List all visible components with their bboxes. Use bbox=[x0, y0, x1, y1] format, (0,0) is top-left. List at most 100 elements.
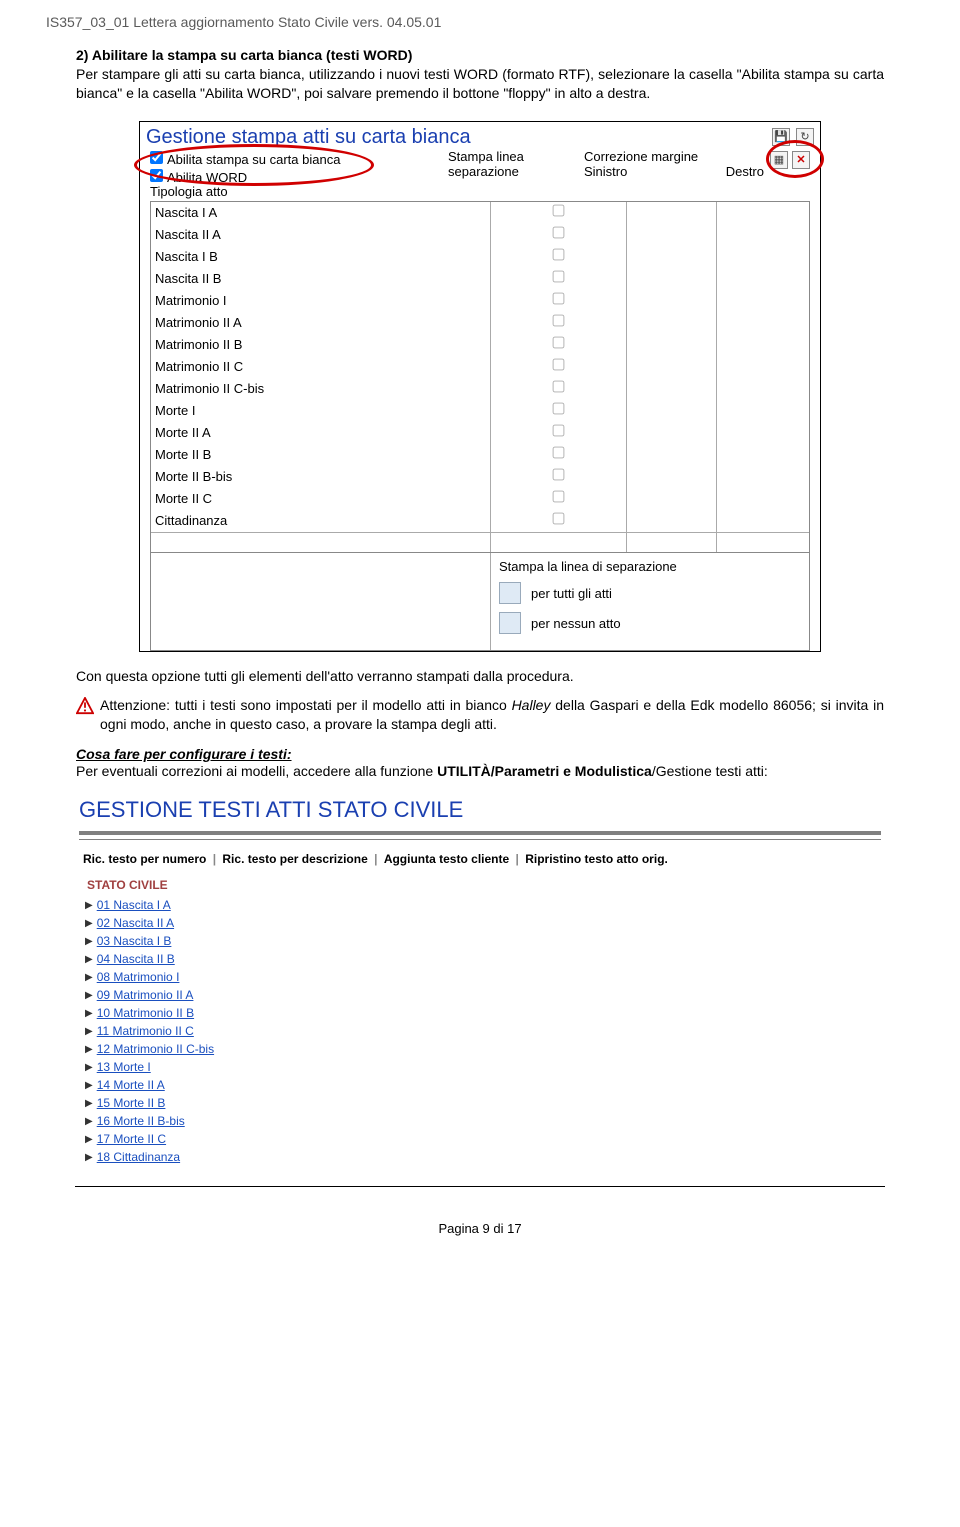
paragraph-1: 2) Abilitare la stampa su carta bianca (… bbox=[76, 46, 884, 103]
row-sin[interactable] bbox=[627, 356, 717, 378]
row-dx[interactable] bbox=[717, 400, 807, 422]
list-item[interactable]: ▶17 Morte II C bbox=[85, 1130, 881, 1148]
row-sin[interactable] bbox=[627, 422, 717, 444]
row-chk[interactable] bbox=[491, 466, 627, 488]
list-item[interactable]: ▶04 Nascita II B bbox=[85, 950, 881, 968]
row-dx[interactable] bbox=[717, 488, 807, 510]
footer-hdr: Stampa la linea di separazione bbox=[499, 559, 801, 574]
row-dx[interactable] bbox=[717, 444, 807, 466]
link-text: 11 Matrimonio II C bbox=[97, 1022, 194, 1040]
row-sin[interactable] bbox=[627, 268, 717, 290]
row-chk[interactable] bbox=[491, 378, 627, 400]
row-chk[interactable] bbox=[491, 510, 627, 532]
stato-civile-label: STATO CIVILE bbox=[79, 874, 881, 896]
opt-tutti[interactable]: per tutti gli atti bbox=[499, 582, 801, 604]
row-dx[interactable] bbox=[717, 334, 807, 356]
list-item[interactable]: ▶02 Nascita II A bbox=[85, 914, 881, 932]
row-chk[interactable] bbox=[491, 312, 627, 334]
cosa-fare-title: Cosa fare per configurare i testi: bbox=[76, 746, 884, 762]
row-name: Matrimonio II C bbox=[151, 356, 491, 378]
row-sin[interactable] bbox=[627, 334, 717, 356]
tab-item[interactable]: Ripristino testo atto orig. bbox=[525, 852, 668, 866]
tab-bar: Ric. testo per numero | Ric. testo per d… bbox=[79, 850, 881, 874]
list-item[interactable]: ▶12 Matrimonio II C-bis bbox=[85, 1040, 881, 1058]
opt-nessun[interactable]: per nessun atto bbox=[499, 612, 801, 634]
row-chk[interactable] bbox=[491, 334, 627, 356]
row-dx[interactable] bbox=[717, 246, 807, 268]
table-row: Morte II B-bis bbox=[151, 466, 809, 488]
hr-thin bbox=[79, 839, 881, 840]
table-row: Morte II B bbox=[151, 444, 809, 466]
row-chk[interactable] bbox=[491, 356, 627, 378]
row-name: Nascita I A bbox=[151, 202, 491, 224]
col-corr: Correzione margine bbox=[584, 149, 764, 164]
row-name: Matrimonio II B bbox=[151, 334, 491, 356]
arrow-icon: ▶ bbox=[85, 988, 97, 1003]
row-dx[interactable] bbox=[717, 378, 807, 400]
row-name: Matrimonio I bbox=[151, 290, 491, 312]
link-text: 15 Morte II B bbox=[97, 1094, 166, 1112]
arrow-icon: ▶ bbox=[85, 1042, 97, 1057]
warn-italic: Halley bbox=[512, 697, 551, 713]
row-dx[interactable] bbox=[717, 202, 807, 224]
row-sin[interactable] bbox=[627, 466, 717, 488]
row-name: Morte I bbox=[151, 400, 491, 422]
warning-paragraph: Attenzione: tutti i testi sono impostati… bbox=[76, 696, 884, 734]
table-row: Nascita II B bbox=[151, 268, 809, 290]
row-chk[interactable] bbox=[491, 202, 627, 224]
list-item[interactable]: ▶09 Matrimonio II A bbox=[85, 986, 881, 1004]
row-sin[interactable] bbox=[627, 488, 717, 510]
row-dx[interactable] bbox=[717, 312, 807, 334]
row-chk[interactable] bbox=[491, 246, 627, 268]
row-sin[interactable] bbox=[627, 400, 717, 422]
row-dx[interactable] bbox=[717, 422, 807, 444]
list-item[interactable]: ▶08 Matrimonio I bbox=[85, 968, 881, 986]
list-item[interactable]: ▶13 Morte I bbox=[85, 1058, 881, 1076]
row-dx[interactable] bbox=[717, 356, 807, 378]
para3-post: /Gestione testi atti: bbox=[652, 763, 768, 779]
col-dx: Destro bbox=[726, 164, 764, 179]
row-chk[interactable] bbox=[491, 422, 627, 444]
links-list: ▶01 Nascita I A▶02 Nascita II A▶03 Nasci… bbox=[79, 896, 881, 1166]
row-sin[interactable] bbox=[627, 290, 717, 312]
list-item[interactable]: ▶16 Morte II B-bis bbox=[85, 1112, 881, 1130]
row-dx[interactable] bbox=[717, 224, 807, 246]
row-chk[interactable] bbox=[491, 268, 627, 290]
row-chk[interactable] bbox=[491, 444, 627, 466]
paragraph-2: Con questa opzione tutti gli elementi de… bbox=[76, 668, 884, 684]
row-chk[interactable] bbox=[491, 488, 627, 510]
row-name: Cittadinanza bbox=[151, 510, 491, 532]
table-row: Cittadinanza bbox=[151, 510, 809, 532]
arrow-icon: ▶ bbox=[85, 1006, 97, 1021]
row-sin[interactable] bbox=[627, 312, 717, 334]
table-spacer bbox=[151, 532, 809, 552]
row-sin[interactable] bbox=[627, 224, 717, 246]
table-row: Nascita I B bbox=[151, 246, 809, 268]
list-item[interactable]: ▶14 Morte II A bbox=[85, 1076, 881, 1094]
tab-item[interactable]: Ric. testo per numero bbox=[83, 852, 206, 866]
link-text: 01 Nascita I A bbox=[97, 896, 171, 914]
row-chk[interactable] bbox=[491, 290, 627, 312]
row-sin[interactable] bbox=[627, 246, 717, 268]
row-sin[interactable] bbox=[627, 202, 717, 224]
list-item[interactable]: ▶18 Cittadinanza bbox=[85, 1148, 881, 1166]
row-sin[interactable] bbox=[627, 510, 717, 532]
row-dx[interactable] bbox=[717, 510, 807, 532]
link-text: 14 Morte II A bbox=[97, 1076, 165, 1094]
row-dx[interactable] bbox=[717, 268, 807, 290]
tab-item[interactable]: Aggiunta testo cliente bbox=[384, 852, 509, 866]
tab-item[interactable]: Ric. testo per descrizione bbox=[222, 852, 367, 866]
highlight-ellipse-left bbox=[134, 144, 374, 186]
list-item[interactable]: ▶03 Nascita I B bbox=[85, 932, 881, 950]
row-sin[interactable] bbox=[627, 378, 717, 400]
row-dx[interactable] bbox=[717, 466, 807, 488]
list-item[interactable]: ▶11 Matrimonio II C bbox=[85, 1022, 881, 1040]
list-item[interactable]: ▶10 Matrimonio II B bbox=[85, 1004, 881, 1022]
list-item[interactable]: ▶01 Nascita I A bbox=[85, 896, 881, 914]
table-row: Matrimonio II C-bis bbox=[151, 378, 809, 400]
row-chk[interactable] bbox=[491, 400, 627, 422]
row-chk[interactable] bbox=[491, 224, 627, 246]
row-sin[interactable] bbox=[627, 444, 717, 466]
list-item[interactable]: ▶15 Morte II B bbox=[85, 1094, 881, 1112]
row-dx[interactable] bbox=[717, 290, 807, 312]
